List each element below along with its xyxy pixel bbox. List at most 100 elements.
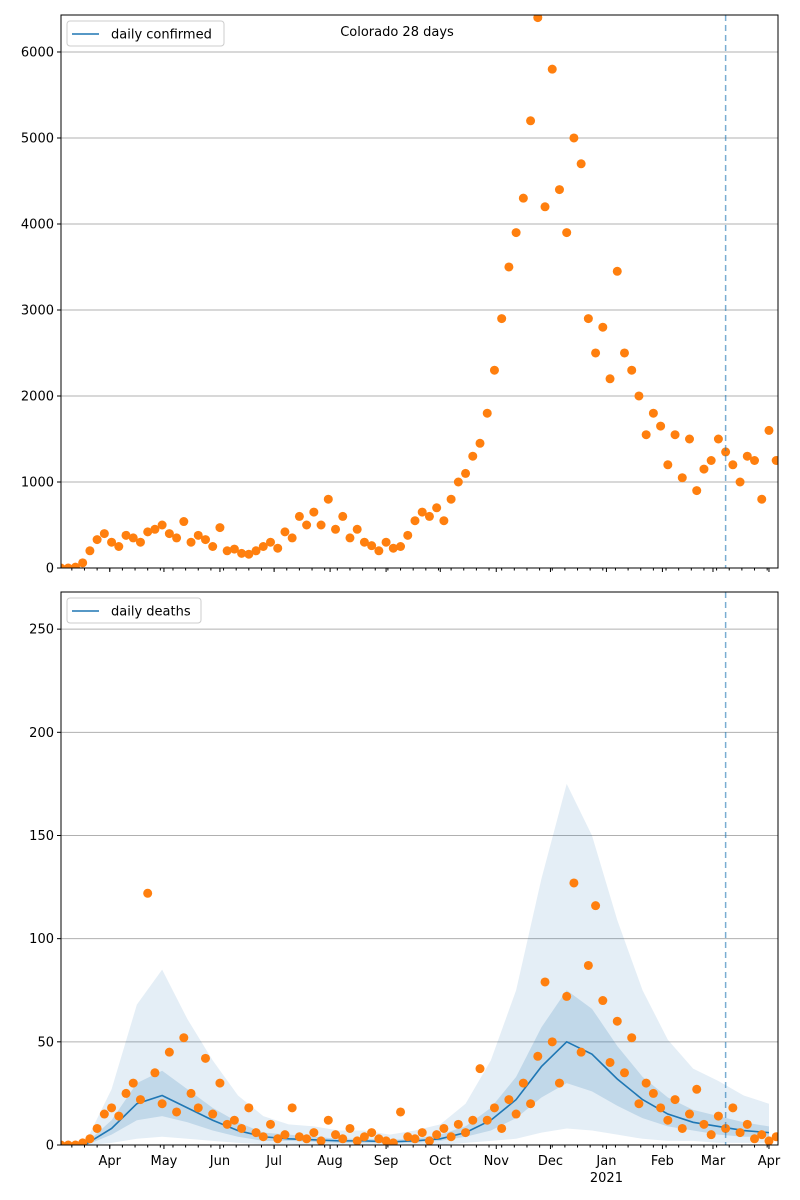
- data-point: [656, 421, 666, 431]
- data-point: [648, 408, 658, 418]
- data-point: [757, 494, 767, 504]
- data-point: [619, 348, 629, 358]
- data-point: [764, 1136, 774, 1145]
- data-point: [634, 1099, 644, 1109]
- data-point: [78, 558, 88, 568]
- data-point: [764, 425, 774, 435]
- data-point: [323, 1115, 333, 1125]
- data-point: [453, 1119, 463, 1129]
- data-point: [605, 1057, 615, 1067]
- data-point: [540, 202, 550, 212]
- data-point: [482, 408, 492, 418]
- data-point: [526, 116, 536, 126]
- data-point: [728, 460, 738, 470]
- data-point: [533, 15, 543, 23]
- y-tick-label: 200: [29, 726, 54, 741]
- data-point: [699, 464, 709, 474]
- data-point: [591, 901, 601, 911]
- data-point: [107, 537, 117, 547]
- data-point: [598, 322, 608, 332]
- data-point: [677, 473, 687, 483]
- data-point: [468, 1115, 478, 1125]
- data-point: [309, 507, 319, 517]
- data-point: [179, 517, 189, 527]
- y-tick-label: 4000: [21, 217, 54, 232]
- data-point: [475, 438, 485, 448]
- data-point: [670, 1095, 680, 1105]
- data-point: [547, 1037, 557, 1047]
- data-point: [179, 1033, 189, 1043]
- legend-box: [66, 597, 202, 624]
- data-point: [164, 1047, 174, 1057]
- data-point: [128, 533, 138, 543]
- legend-label: daily deaths: [111, 605, 191, 620]
- data-point: [273, 1134, 283, 1144]
- data-point: [114, 541, 124, 551]
- data-point: [742, 1119, 752, 1129]
- data-point: [504, 262, 514, 272]
- y-tick-label: 100: [29, 932, 54, 947]
- data-point: [345, 1123, 355, 1133]
- data-point: [294, 1132, 304, 1142]
- data-point: [547, 64, 557, 74]
- data-point: [150, 524, 160, 534]
- y-tick-label: 1000: [21, 475, 54, 490]
- data-point: [208, 1109, 218, 1119]
- data-point: [410, 1134, 420, 1144]
- data-point: [316, 1136, 326, 1145]
- data-point: [143, 527, 153, 537]
- data-point: [352, 1136, 362, 1145]
- data-point: [172, 533, 182, 543]
- data-point: [475, 1064, 485, 1074]
- data-point: [237, 548, 247, 558]
- data-point: [612, 1016, 622, 1026]
- data-point: [699, 1119, 709, 1129]
- y-tick-label: 3000: [21, 303, 54, 318]
- data-point: [562, 991, 572, 1001]
- data-point: [193, 530, 203, 540]
- data-point: [99, 529, 109, 539]
- data-point: [641, 430, 651, 440]
- data-point: [648, 1088, 658, 1098]
- data-point: [229, 1115, 239, 1125]
- data-point: [403, 1132, 413, 1142]
- data-point: [424, 511, 434, 521]
- x-tick-label: Dec: [538, 1154, 563, 1169]
- data-point: [439, 1123, 449, 1133]
- x-tick-label: Aug: [317, 1154, 342, 1169]
- data-point: [302, 520, 312, 530]
- data-point: [750, 455, 760, 465]
- data-point: [417, 1128, 427, 1138]
- data-point: [518, 193, 528, 203]
- data-point: [583, 314, 593, 324]
- data-point: [374, 546, 384, 556]
- data-point: [489, 365, 499, 375]
- data-point: [497, 1123, 507, 1133]
- data-point: [345, 533, 355, 543]
- data-point: [107, 1103, 117, 1113]
- data-point: [511, 1109, 521, 1119]
- data-point: [627, 365, 637, 375]
- data-point: [728, 1103, 738, 1113]
- data-point: [229, 544, 239, 554]
- deaths-panel: 0 50 100 150 200 250 Apr May Jun Jul Aug Sep Oct Nov D…: [29, 591, 781, 1186]
- y-tick-label: 150: [29, 829, 54, 844]
- data-point: [316, 520, 326, 530]
- data-point: [685, 434, 695, 444]
- data-point: [663, 460, 673, 470]
- data-point: [121, 1088, 131, 1098]
- data-point: [157, 1099, 167, 1109]
- y-tick-label: 2000: [21, 389, 54, 404]
- x-tick-label: Oct: [429, 1154, 451, 1169]
- data-point: [735, 1128, 745, 1138]
- data-point: [706, 1130, 716, 1140]
- data-point: [251, 1128, 261, 1138]
- data-point: [713, 434, 723, 444]
- data-point: [388, 1138, 398, 1145]
- data-point: [374, 1134, 384, 1144]
- x-tick-label: Apr: [99, 1154, 122, 1169]
- data-point: [367, 541, 377, 551]
- chart-title: Colorado 28 days: [340, 25, 454, 40]
- data-point: [244, 1103, 254, 1113]
